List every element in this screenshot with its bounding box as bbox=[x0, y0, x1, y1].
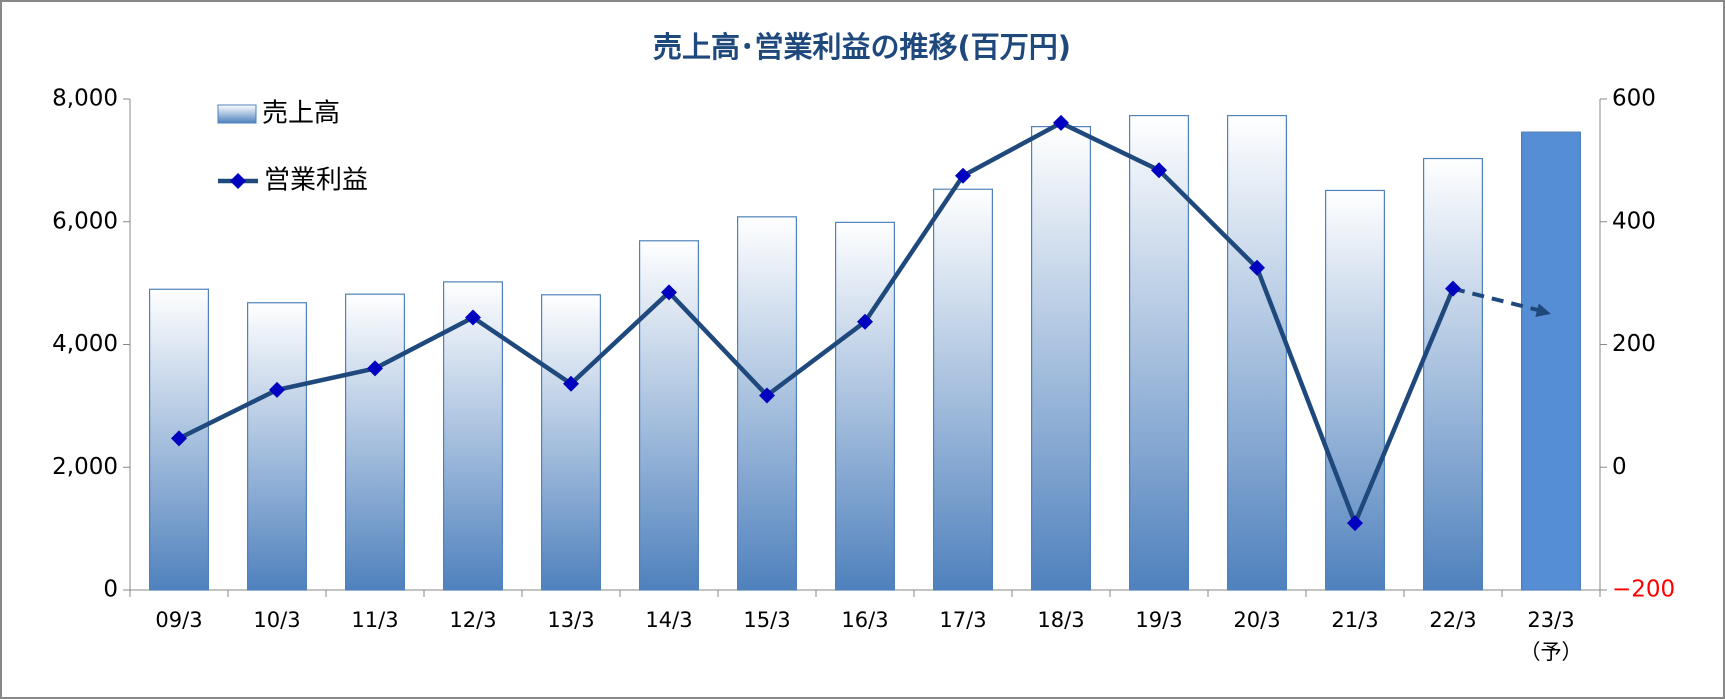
bar bbox=[345, 293, 406, 591]
y2-tick-label: −200 bbox=[1612, 577, 1675, 603]
x-tick-label: 14/3 bbox=[645, 608, 692, 632]
profit-marker bbox=[1445, 280, 1461, 297]
forecast-line bbox=[1452, 286, 1542, 313]
x-tick-label: 10/3 bbox=[253, 608, 300, 632]
y2-tick-label: 600 bbox=[1612, 86, 1656, 112]
x-tick-label: 20/3 bbox=[1233, 608, 1280, 632]
profit-marker bbox=[269, 381, 285, 398]
legend-marker bbox=[230, 173, 246, 189]
x-tick-label: 11/3 bbox=[351, 608, 398, 632]
profit-marker bbox=[1249, 259, 1265, 276]
profit-marker bbox=[171, 430, 187, 447]
legend-swatch bbox=[217, 104, 257, 124]
y2-tick-label: 200 bbox=[1612, 331, 1656, 357]
x-tick-label: 09/3 bbox=[155, 608, 202, 632]
x-tick-label: 15/3 bbox=[743, 608, 790, 632]
y2-tick-label: 400 bbox=[1612, 208, 1656, 234]
bar bbox=[1226, 114, 1287, 591]
profit-marker bbox=[759, 387, 775, 404]
profit-marker bbox=[955, 167, 971, 184]
x-tick-label: 12/3 bbox=[449, 608, 496, 632]
bar bbox=[932, 188, 993, 591]
y2-tick-label: 0 bbox=[1612, 454, 1627, 480]
bar bbox=[834, 221, 895, 591]
x-tick-label: 23/3 bbox=[1527, 608, 1574, 632]
chart-title: 売上高･営業利益の推移(百万円) bbox=[653, 30, 1071, 64]
x-tick-label: 22/3 bbox=[1429, 608, 1476, 632]
forecast-label: （予） bbox=[1520, 640, 1583, 664]
y-tick-label: 0 bbox=[103, 577, 118, 603]
profit-marker bbox=[465, 309, 481, 326]
legend-label: 売上高 bbox=[262, 99, 340, 129]
bar bbox=[540, 294, 601, 591]
x-tick-label: 17/3 bbox=[939, 608, 986, 632]
profit-marker bbox=[1053, 114, 1069, 131]
x-tick-label: 16/3 bbox=[841, 608, 888, 632]
profit-line bbox=[178, 120, 1456, 526]
y-tick-label: 2,000 bbox=[52, 454, 118, 480]
profit-marker bbox=[857, 313, 873, 330]
profit-marker bbox=[367, 360, 383, 377]
legend-label: 営業利益 bbox=[264, 166, 368, 196]
y-tick-label: 8,000 bbox=[52, 86, 118, 112]
y-tick-label: 6,000 bbox=[52, 208, 118, 234]
profit-marker bbox=[1347, 515, 1363, 532]
y-tick-label: 4,000 bbox=[52, 331, 118, 357]
bar bbox=[1520, 131, 1581, 591]
x-tick-label: 18/3 bbox=[1037, 608, 1084, 632]
x-tick-label: 19/3 bbox=[1135, 608, 1182, 632]
bar bbox=[1128, 114, 1189, 591]
profit-marker bbox=[1151, 162, 1167, 179]
x-tick-label: 21/3 bbox=[1331, 608, 1378, 632]
profit-marker bbox=[661, 284, 677, 301]
x-tick-label: 13/3 bbox=[547, 608, 594, 632]
bar bbox=[1030, 126, 1091, 591]
profit-marker bbox=[563, 375, 579, 392]
forecast-arrow bbox=[1535, 303, 1551, 317]
bar bbox=[247, 302, 308, 591]
bar bbox=[1422, 157, 1483, 591]
